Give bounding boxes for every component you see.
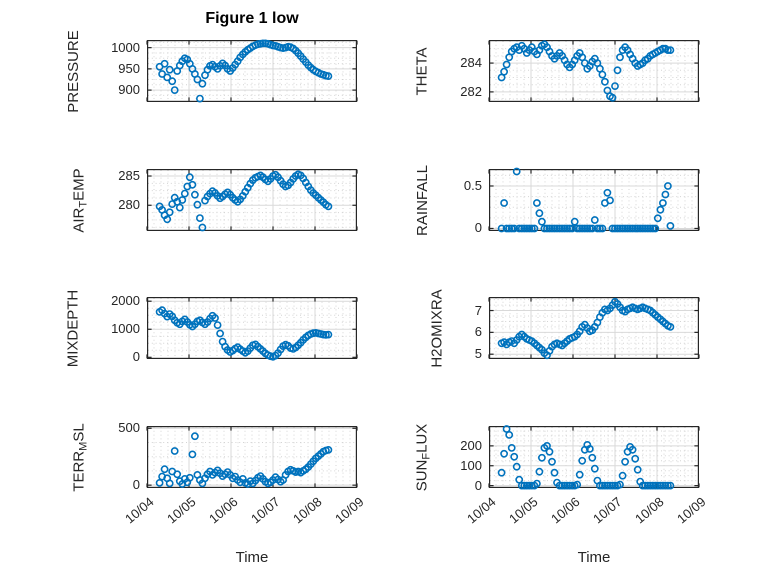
sun-flux-plot-area	[488, 425, 700, 490]
y-tick-label: 284	[460, 55, 482, 71]
y-tick-label: 0.5	[463, 177, 482, 193]
h2omixra-data-points	[497, 297, 675, 360]
y-tick-label: 2000	[111, 293, 140, 309]
h2omixra-y-axis-label: H2OMIXRA	[429, 288, 447, 368]
subplot-terr-msl: 0 500 TERRMSL 10/04 10/05 10/06 10/07 10/08 10/0…	[71, 420, 367, 526]
y-tick-label: 200	[460, 437, 482, 453]
rainfall-y-axis-label: RAINFALL	[414, 164, 431, 236]
x-axis-label-left: Time	[235, 549, 269, 566]
y-tick-label: 0	[474, 220, 482, 236]
y-tick-label: 900	[118, 82, 140, 98]
subplot-sun-flux: 0 100 200 SUNFLUX 10/04 10/05 10/06 10/07 10/08 1…	[413, 423, 709, 526]
air-temp-y-axis-label: AIRTEMP	[71, 167, 91, 233]
theta-data-points	[497, 40, 675, 102]
y-tick-label: 0	[132, 477, 140, 493]
y-tick-label: 280	[118, 197, 140, 213]
subplot-air-temp: 280 285 AIRTEMP	[71, 168, 358, 232]
y-tick-label: 500	[118, 420, 140, 436]
subplot-mixdepth: 0 1000 2000 MIXDEPTH	[65, 289, 358, 367]
sun-flux-data-points	[497, 425, 675, 490]
y-tick-label: 950	[118, 60, 140, 76]
mixdepth-plot-area	[146, 297, 358, 361]
rainfall-data-points	[497, 167, 675, 233]
figure-title: Figure 1 low	[205, 10, 299, 27]
pressure-plot-area	[146, 39, 358, 103]
h2omixra-plot-area	[488, 297, 700, 360]
subplot-theta: 282 284 THETA	[414, 40, 700, 102]
rainfall-plot-area	[488, 167, 700, 233]
y-tick-label: 0	[132, 349, 140, 365]
y-tick-label: 285	[118, 168, 140, 184]
y-tick-label: 282	[460, 83, 482, 99]
pressure-y-axis-label: PRESSURE	[64, 29, 82, 113]
air-temp-data-points	[155, 170, 333, 232]
y-tick-label: 100	[460, 457, 482, 473]
terr-msl-data-points	[155, 432, 333, 488]
y-tick-label: 7	[474, 302, 482, 318]
mixdepth-y-axis-label: MIXDEPTH	[64, 289, 82, 367]
y-tick-label: 6	[474, 324, 482, 340]
pressure-data-points	[155, 39, 333, 103]
subplot-rainfall: 0 0.5 RAINFALL	[414, 165, 700, 235]
y-tick-label: 5	[474, 346, 482, 362]
subplot-h2omixra: 5 6 7 H2OMIXRA	[429, 289, 700, 367]
y-tick-label: 1000	[111, 39, 140, 55]
theta-plot-area	[488, 40, 700, 102]
y-tick-label: 0	[474, 477, 482, 493]
air-temp-plot-area	[146, 169, 358, 232]
terr-msl-y-axis-label: TERRMSL	[71, 422, 90, 492]
sun-flux-y-axis-label: SUNFLUX	[413, 423, 432, 491]
y-tick-label: 1000	[111, 321, 140, 337]
subplot-pressure: 900 950 1000 PRESSURE	[65, 30, 358, 112]
x-axis-label-right: Time	[577, 549, 611, 566]
terr-msl-plot-area	[146, 426, 358, 488]
mixdepth-data-points	[155, 306, 333, 361]
theta-y-axis-label: THETA	[414, 46, 431, 96]
